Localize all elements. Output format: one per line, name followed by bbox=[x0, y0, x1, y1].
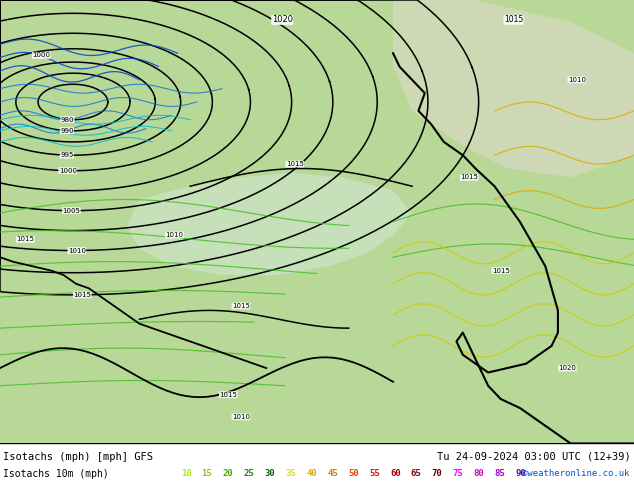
Text: 990: 990 bbox=[60, 128, 74, 134]
Text: 70: 70 bbox=[432, 469, 443, 478]
Text: 80: 80 bbox=[474, 469, 484, 478]
Text: 1020: 1020 bbox=[559, 365, 576, 371]
Polygon shape bbox=[393, 0, 634, 177]
Text: 10: 10 bbox=[181, 469, 191, 478]
Text: 85: 85 bbox=[495, 469, 505, 478]
Text: 980: 980 bbox=[61, 117, 74, 122]
Text: 1000: 1000 bbox=[32, 52, 50, 58]
Text: 65: 65 bbox=[411, 469, 422, 478]
Text: 20: 20 bbox=[223, 469, 233, 478]
Text: Isotachs 10m (mph): Isotachs 10m (mph) bbox=[3, 469, 109, 479]
Text: 1020: 1020 bbox=[271, 16, 293, 24]
Text: 35: 35 bbox=[285, 469, 296, 478]
Text: 1015: 1015 bbox=[232, 303, 250, 309]
Text: 50: 50 bbox=[348, 469, 359, 478]
Text: 90: 90 bbox=[515, 469, 526, 478]
Text: 1000: 1000 bbox=[59, 168, 77, 173]
Text: ©weatheronline.co.uk: ©weatheronline.co.uk bbox=[522, 469, 630, 478]
Text: 25: 25 bbox=[243, 469, 254, 478]
Text: 1015: 1015 bbox=[492, 268, 510, 273]
Text: Isotachs (mph) [mph] GFS: Isotachs (mph) [mph] GFS bbox=[3, 452, 153, 462]
Text: 1015: 1015 bbox=[219, 392, 237, 398]
Text: 1005: 1005 bbox=[62, 208, 81, 214]
Text: 60: 60 bbox=[390, 469, 401, 478]
Text: 1010: 1010 bbox=[165, 232, 183, 238]
Text: 1010: 1010 bbox=[568, 77, 586, 83]
Text: 1010: 1010 bbox=[68, 247, 86, 253]
Text: 45: 45 bbox=[327, 469, 338, 478]
Text: 15: 15 bbox=[202, 469, 212, 478]
Text: 995: 995 bbox=[60, 152, 74, 158]
Text: 75: 75 bbox=[453, 469, 463, 478]
Text: 1015: 1015 bbox=[74, 292, 91, 298]
Text: 40: 40 bbox=[306, 469, 317, 478]
Text: 30: 30 bbox=[264, 469, 275, 478]
Text: 1015: 1015 bbox=[504, 16, 523, 24]
Text: 1015: 1015 bbox=[16, 237, 34, 243]
Text: 1015: 1015 bbox=[460, 174, 478, 180]
Text: 1010: 1010 bbox=[232, 414, 250, 420]
Text: 55: 55 bbox=[369, 469, 380, 478]
Text: 1015: 1015 bbox=[286, 161, 304, 167]
Polygon shape bbox=[127, 173, 412, 275]
Text: Tu 24-09-2024 03:00 UTC (12+39): Tu 24-09-2024 03:00 UTC (12+39) bbox=[437, 452, 631, 462]
